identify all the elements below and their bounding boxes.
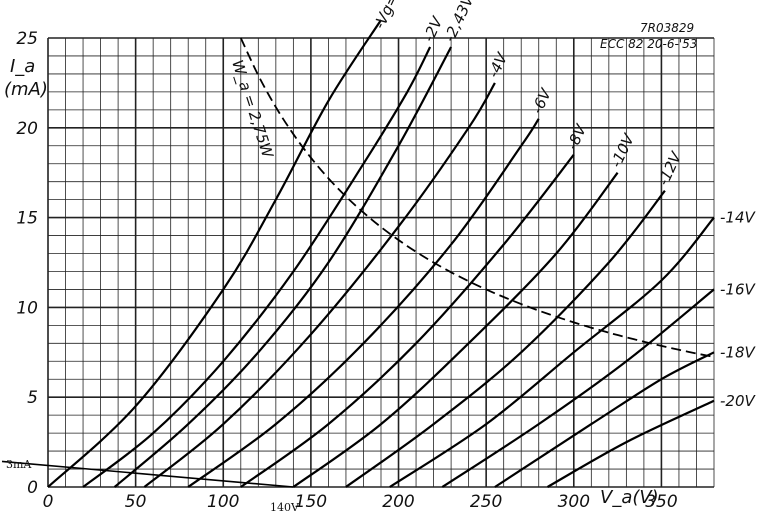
load-line	[1, 460, 294, 488]
dissipation-curve	[239, 37, 715, 358]
y-axis-title-ia: I_a	[10, 56, 35, 77]
series-label: -20V	[720, 392, 756, 410]
series-line	[82, 46, 432, 488]
series-label: -10V	[607, 130, 639, 171]
tick-labels: 0 50 100 150 200 250 300 350 0 5 10 15 20 25	[16, 29, 677, 512]
load-line-end-label: 140V	[270, 501, 300, 514]
series-label: -4V	[484, 49, 512, 81]
stamp-ident: ECC 82 20-6-'53	[600, 37, 697, 51]
x-tick-label: 0	[43, 492, 54, 512]
series-label: -8V	[563, 120, 591, 152]
series-line	[187, 118, 540, 488]
y-tick-label: 25	[16, 29, 38, 49]
series-line	[47, 19, 382, 488]
x-tick-label: 150	[295, 492, 327, 512]
x-tick-label: 250	[470, 492, 502, 512]
series-line	[143, 82, 496, 488]
load-line-start-label: 3mA	[6, 458, 32, 471]
curve-group: -Vg=0V -2V-2,43V-4V-6V-8V -10V -12V-14V-16V…	[1, 0, 756, 488]
series-label: -16V	[720, 280, 756, 298]
series-label: -6V	[528, 84, 556, 116]
series-line	[240, 154, 575, 488]
x-tick-label: 300	[558, 492, 590, 512]
series-label: -Vg=0V	[370, 0, 411, 32]
series-line	[113, 46, 453, 488]
series-line	[494, 351, 715, 488]
series-label: -12V	[654, 148, 686, 189]
series-label: -18V	[720, 343, 756, 361]
series-line	[292, 172, 619, 488]
y-axis-title-unit: (mA)	[4, 79, 48, 100]
series-line	[546, 399, 715, 488]
y-tick-label: 20	[16, 119, 38, 139]
plot-grid	[47, 37, 715, 488]
x-tick-label: 100	[207, 492, 239, 512]
series-line	[345, 190, 666, 488]
y-tick-label: 5	[27, 388, 38, 408]
x-tick-label: 50	[125, 492, 147, 512]
series-label: -14V	[720, 209, 756, 227]
x-tick-label: 200	[382, 492, 414, 512]
y-tick-label: 15	[16, 209, 38, 229]
x-axis-title: V_a(V)	[600, 487, 659, 508]
series-label: -2V	[419, 13, 447, 45]
series-line	[441, 288, 715, 488]
series-line	[389, 216, 715, 488]
y-tick-label: 0	[27, 478, 38, 498]
y-tick-label: 10	[16, 298, 38, 318]
x-tick-label: 350	[645, 492, 677, 512]
stamp-code: 7R03829	[640, 21, 694, 35]
